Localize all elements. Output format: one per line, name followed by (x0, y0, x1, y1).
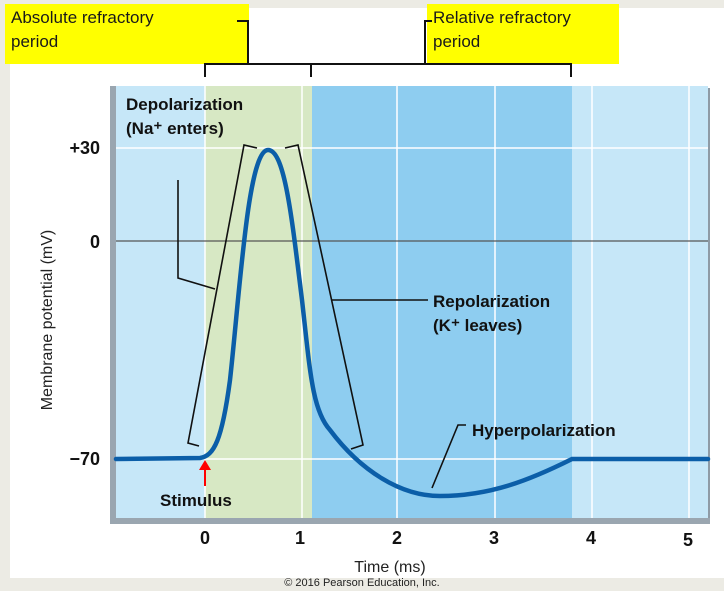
y-axis-label: Membrane potential (mV) (39, 230, 56, 411)
pre-stimulus-region (116, 86, 205, 518)
stimulus-label: Stimulus (160, 491, 232, 510)
depolarization-label: Depolarization (126, 95, 243, 114)
refractory-brackets (204, 20, 572, 77)
repolarization-label: Repolarization (433, 292, 550, 311)
xtick-0: 0 (200, 528, 210, 548)
ytick-minus70: −70 (69, 449, 100, 469)
absolute-refractory-region (205, 86, 312, 518)
hyperpolarization-label: Hyperpolarization (472, 421, 616, 440)
x-axis-label: Time (ms) (354, 559, 425, 576)
relative-refractory-region (312, 86, 572, 518)
xtick-3: 3 (489, 528, 499, 548)
y-axis-bar (110, 86, 116, 524)
phase-brackets (177, 144, 466, 489)
xtick-2: 2 (392, 528, 402, 548)
stimulus-arrow (199, 460, 211, 486)
xtick-1: 1 (295, 528, 305, 548)
ytick-plus30: +30 (69, 138, 100, 158)
depolarization-ion-label: (Na⁺ enters) (126, 119, 224, 138)
resting-region (572, 86, 708, 518)
xtick-4: 4 (586, 528, 596, 548)
relative-refractory-label: Relative refractory period (427, 4, 619, 64)
x-axis-bar (110, 518, 710, 524)
ytick-0: 0 (90, 232, 100, 252)
copyright-text: © 2016 Pearson Education, Inc. (284, 577, 440, 589)
repolarization-ion-label: (K⁺ leaves) (433, 316, 522, 335)
membrane-potential-trace (113, 147, 711, 499)
xtick-5: 5 (683, 530, 693, 550)
absolute-refractory-label: Absolute refractory period (5, 4, 249, 64)
